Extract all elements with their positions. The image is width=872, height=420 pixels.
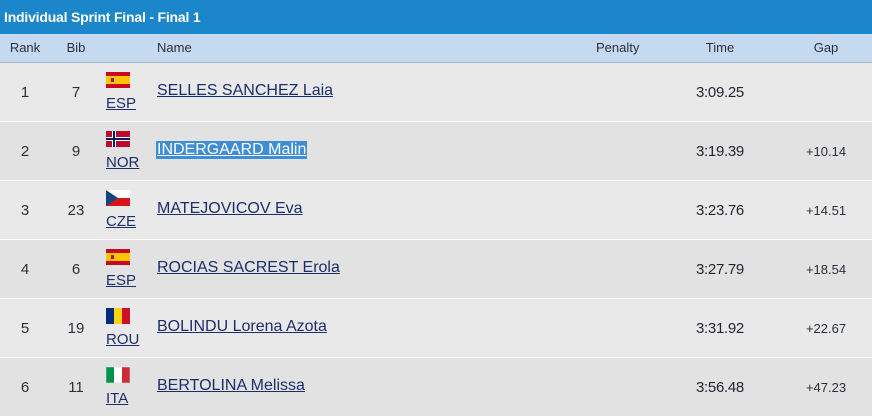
column-header-time: Time xyxy=(705,40,735,55)
rank-cell: 1 xyxy=(20,84,30,101)
column-header-rank: Rank xyxy=(9,40,41,55)
result-row-5: 5 19 ROU BOLINDU Lorena Azota 3:31.92 +2… xyxy=(0,299,872,358)
time-cell: 3:56.48 xyxy=(696,379,744,396)
athlete-name-link[interactable]: SELLES SANCHEZ Laia xyxy=(157,82,334,99)
rank-cell: 6 xyxy=(20,379,30,396)
athlete-name-link[interactable]: MATEJOVICOV Eva xyxy=(157,200,303,217)
bib-cell: 19 xyxy=(67,320,85,337)
results-title: Individual Sprint Final - Final 1 xyxy=(0,0,872,34)
rank-cell: 5 xyxy=(20,320,30,337)
results-table-body: 1 7 ESP SELLES SANCHEZ Laia 3:09.25 2 9 … xyxy=(0,63,872,417)
result-row-4: 4 6 ESP ROCIAS SACREST Erola 3:27.79 +18… xyxy=(0,240,872,299)
nation-link[interactable]: ESP xyxy=(106,272,137,289)
time-cell: 3:23.76 xyxy=(696,202,744,219)
column-header-bib: Bib xyxy=(66,40,86,55)
nation-link[interactable]: ROU xyxy=(106,331,140,348)
gap-cell: +14.51 xyxy=(805,203,847,218)
result-row-2: 2 9 NOR INDERGAARD Malin 3:19.39 +10.14 xyxy=(0,122,872,181)
bib-cell: 9 xyxy=(71,143,81,160)
gap-cell: +10.14 xyxy=(805,144,847,159)
result-row-6: 6 11 ITA BERTOLINA Melissa 3:56.48 +47.2… xyxy=(0,358,872,417)
nation-link[interactable]: ITA xyxy=(106,390,129,407)
athlete-name-link[interactable]: INDERGAARD Malin xyxy=(156,141,308,159)
gap-cell: +18.54 xyxy=(805,262,847,277)
time-cell: 3:19.39 xyxy=(696,143,744,160)
athlete-name-link[interactable]: BERTOLINA Melissa xyxy=(157,377,305,394)
bib-cell: 23 xyxy=(67,202,85,219)
athlete-name-link[interactable]: ROCIAS SACREST Erola xyxy=(157,259,340,276)
result-row-3: 3 23 CZE MATEJOVICOV Eva 3:23.76 +14.51 xyxy=(0,181,872,240)
gap-cell: +22.67 xyxy=(805,321,847,336)
flag-norway-icon xyxy=(106,131,130,147)
results-header-row: Rank Bib Name Penalty Time Gap xyxy=(0,34,872,63)
nation-link[interactable]: ESP xyxy=(106,95,137,112)
time-cell: 3:31.92 xyxy=(696,320,744,337)
bib-cell: 7 xyxy=(71,84,81,101)
flag-spain-icon xyxy=(106,72,130,88)
flag-spain-icon xyxy=(106,249,130,265)
nation-link[interactable]: CZE xyxy=(106,213,136,230)
athlete-name-link[interactable]: BOLINDU Lorena Azota xyxy=(157,318,327,335)
bib-cell: 11 xyxy=(68,379,84,396)
rank-cell: 4 xyxy=(20,261,30,278)
flag-czechia-icon xyxy=(106,190,130,206)
column-header-penalty: Penalty xyxy=(596,40,640,55)
bib-cell: 6 xyxy=(71,261,81,278)
nation-link[interactable]: NOR xyxy=(106,154,140,171)
column-header-gap: Gap xyxy=(813,40,839,55)
rank-cell: 3 xyxy=(20,202,30,219)
flag-romania-icon xyxy=(106,308,130,324)
result-row-1: 1 7 ESP SELLES SANCHEZ Laia 3:09.25 xyxy=(0,63,872,122)
gap-cell: +47.23 xyxy=(805,380,847,395)
rank-cell: 2 xyxy=(20,143,30,160)
time-cell: 3:27.79 xyxy=(696,261,744,278)
column-header-name: Name xyxy=(157,40,192,55)
flag-italy-icon xyxy=(106,367,130,383)
time-cell: 3:09.25 xyxy=(696,84,744,101)
